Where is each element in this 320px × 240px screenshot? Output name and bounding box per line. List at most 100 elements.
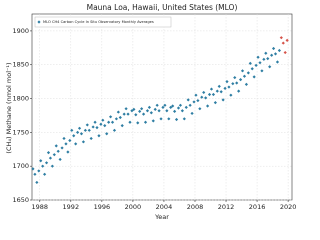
data-point — [184, 105, 188, 109]
y-tick-label: 1700 — [12, 162, 29, 170]
data-point — [237, 89, 241, 93]
data-point — [248, 61, 252, 65]
data-point — [43, 172, 47, 176]
data-point — [227, 85, 231, 89]
data-point — [217, 84, 221, 88]
data-point — [277, 48, 281, 53]
data-point — [46, 151, 51, 155]
data-point — [285, 38, 289, 42]
data-point — [209, 87, 214, 91]
data-point — [35, 180, 39, 185]
data-point — [140, 107, 144, 111]
data-point — [223, 86, 227, 90]
data-point — [89, 136, 93, 141]
data-point — [246, 71, 250, 75]
data-point — [159, 117, 163, 121]
data-point — [48, 156, 53, 160]
data-point — [75, 130, 80, 134]
data-point — [161, 105, 165, 109]
data-point — [91, 125, 95, 129]
data-point — [151, 119, 155, 123]
data-point — [244, 82, 249, 86]
data-point — [202, 90, 206, 95]
data-point — [70, 128, 74, 132]
data-point — [62, 136, 66, 141]
data-point — [231, 82, 235, 86]
x-tick-label: 2008 — [187, 203, 204, 211]
data-point — [264, 51, 268, 55]
data-point — [200, 95, 204, 99]
data-point — [279, 36, 283, 40]
legend-label: MLO CH4 Carbon Cycle In Situ Observatory… — [43, 20, 154, 24]
y-axis-label: (CH₄) Methane (nmol mol⁻¹) — [5, 62, 13, 153]
data-point — [194, 93, 198, 97]
data-point — [130, 109, 134, 113]
data-point — [188, 103, 192, 107]
data-point — [192, 100, 196, 104]
data-point — [153, 107, 157, 111]
data-point — [196, 98, 200, 103]
x-tick-label: 2016 — [249, 203, 266, 211]
data-point — [256, 55, 260, 59]
data-point — [101, 118, 105, 122]
data-point — [122, 112, 126, 116]
data-point — [178, 103, 183, 107]
data-point — [186, 98, 190, 102]
y-tick-label: 1850 — [12, 61, 29, 69]
data-point — [252, 75, 256, 79]
data-point — [31, 167, 35, 171]
y-tick-label: 1800 — [12, 95, 29, 103]
data-point — [204, 96, 208, 100]
data-point — [260, 69, 264, 73]
data-point — [87, 128, 91, 132]
data-point — [171, 104, 175, 108]
data-point — [103, 124, 107, 128]
data-point — [54, 144, 58, 148]
data-point — [39, 159, 43, 163]
data-point — [72, 134, 76, 138]
data-point — [173, 109, 177, 113]
data-point — [163, 103, 167, 107]
data-point — [50, 164, 54, 168]
data-point — [85, 123, 89, 127]
data-point — [219, 90, 223, 94]
data-point — [143, 120, 148, 124]
data-point — [107, 120, 111, 124]
data-point — [37, 169, 41, 173]
data-point — [273, 52, 278, 56]
data-point — [242, 74, 247, 78]
data-point — [41, 164, 45, 168]
data-point — [97, 134, 101, 138]
y-tick-label: 1650 — [12, 196, 29, 204]
data-point — [169, 105, 173, 109]
data-point — [33, 172, 37, 176]
data-point — [114, 117, 119, 121]
data-point — [270, 53, 274, 57]
data-point — [141, 112, 146, 116]
data-point — [124, 107, 128, 111]
data-point — [83, 128, 87, 132]
data-point — [128, 120, 132, 124]
data-point — [99, 122, 103, 126]
data-point — [225, 80, 229, 84]
data-point — [157, 109, 161, 113]
data-point — [60, 146, 64, 150]
data-point — [165, 109, 169, 113]
data-point — [268, 65, 272, 69]
y-tick-label: 1900 — [12, 27, 29, 35]
data-point — [136, 121, 140, 125]
data-point — [120, 124, 124, 128]
data-point — [147, 105, 151, 109]
data-point — [211, 92, 216, 97]
data-point — [44, 161, 49, 165]
y-tick-label: 1750 — [12, 128, 29, 136]
x-tick-label: 1988 — [31, 203, 48, 211]
data-point — [155, 103, 159, 107]
legend-box — [34, 16, 172, 28]
data-point — [198, 107, 202, 111]
chart: Mauna Loa, Hawaii, United States (MLO) Y… — [5, 3, 296, 221]
data-point — [271, 46, 276, 51]
data-point — [134, 113, 138, 117]
data-point — [266, 57, 270, 61]
data-point — [138, 109, 142, 113]
